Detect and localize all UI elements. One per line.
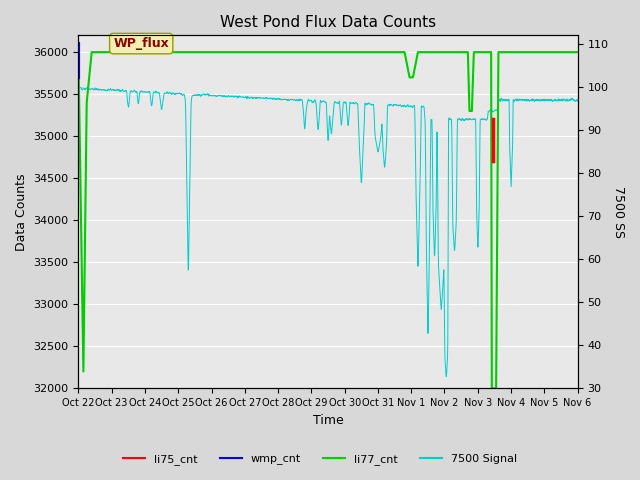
Text: WP_flux: WP_flux: [113, 37, 169, 50]
Y-axis label: 7500 SS: 7500 SS: [612, 186, 625, 238]
Legend: li75_cnt, wmp_cnt, li77_cnt, 7500 Signal: li75_cnt, wmp_cnt, li77_cnt, 7500 Signal: [118, 450, 522, 469]
X-axis label: Time: Time: [312, 414, 344, 427]
Title: West Pond Flux Data Counts: West Pond Flux Data Counts: [220, 15, 436, 30]
Y-axis label: Data Counts: Data Counts: [15, 173, 28, 251]
